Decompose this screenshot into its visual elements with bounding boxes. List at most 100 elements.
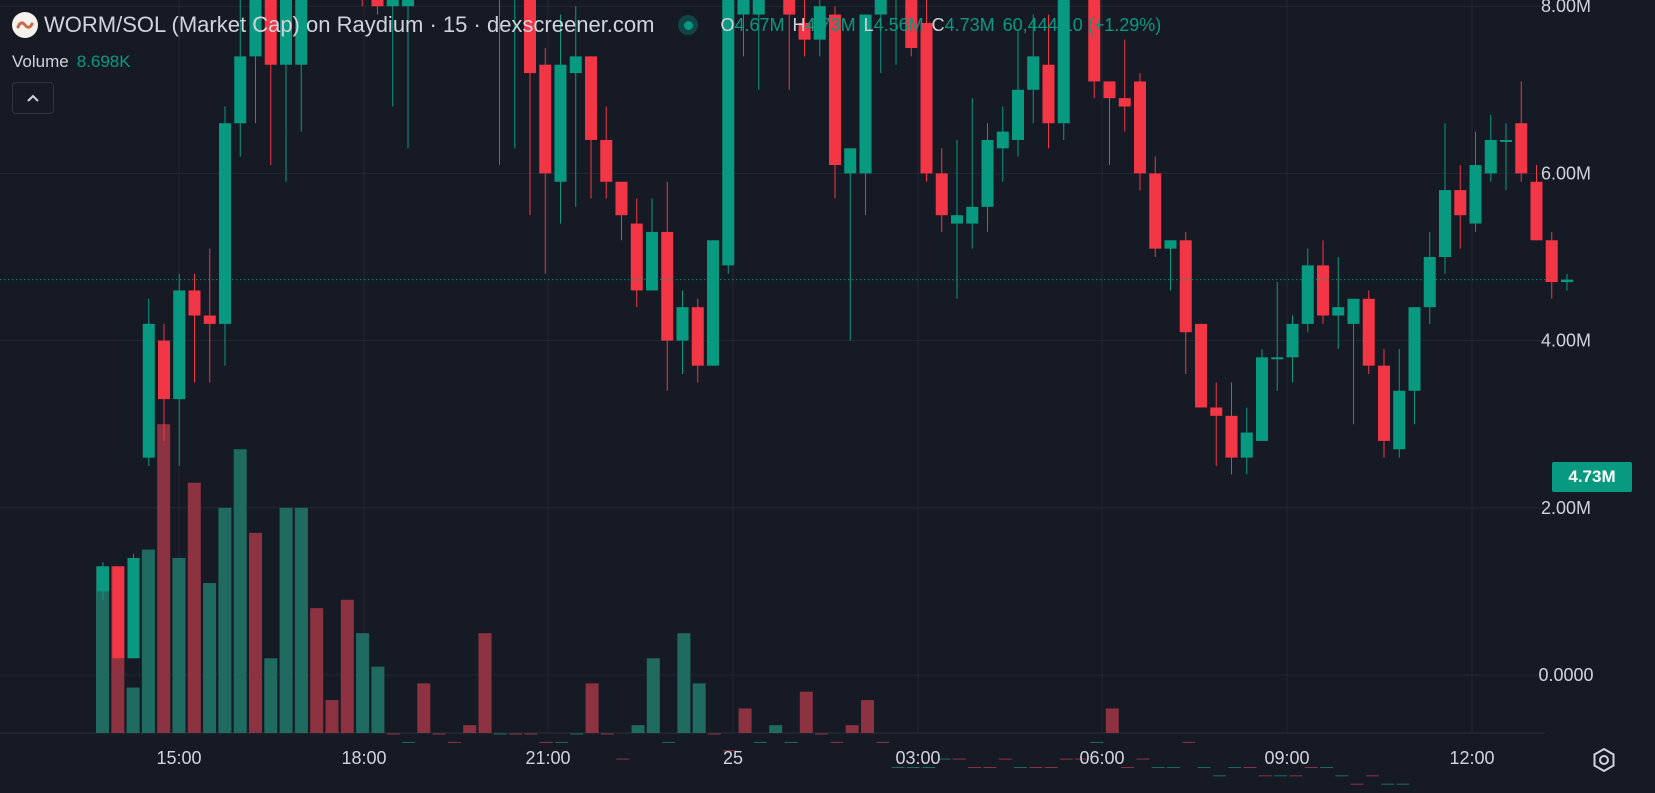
candle-body [966, 206, 979, 224]
candle-body [707, 240, 719, 366]
candle-body [630, 223, 643, 291]
candle-body [249, 0, 262, 57]
volume-bar [1121, 766, 1135, 768]
gear-icon[interactable] [1591, 747, 1617, 773]
candle-body [996, 131, 1009, 149]
y-tick-label: 6.00M [1541, 163, 1591, 183]
candle-body [127, 557, 140, 659]
candle-body [1545, 240, 1558, 283]
candle-body [1149, 173, 1162, 249]
volume-bar [249, 532, 262, 733]
volume-bar [203, 583, 217, 733]
candle-body [295, 0, 308, 65]
volume-bar [1075, 758, 1089, 760]
candle-body [539, 64, 552, 174]
collapse-legend-button[interactable] [12, 82, 54, 114]
candle-body [1118, 98, 1131, 107]
x-tick-label: 12:00 [1449, 748, 1494, 768]
volume-bar [662, 741, 676, 743]
volume-bar [815, 733, 829, 735]
candle-body [203, 315, 216, 324]
volume-bar [279, 507, 293, 733]
volume-bar [233, 449, 247, 733]
volume-bar [340, 599, 354, 733]
candle-body [1484, 139, 1497, 174]
volume-bar [738, 708, 752, 733]
volume-bar [555, 741, 568, 743]
candle-body [829, 14, 841, 166]
high-key: H [792, 14, 806, 35]
volume-bar [1258, 775, 1272, 777]
candle-body [1301, 265, 1314, 324]
candle-body [1164, 240, 1177, 249]
volume-bar [1059, 758, 1073, 760]
candle-body [1179, 240, 1192, 333]
volume-bar [1212, 775, 1226, 777]
volume-bar [861, 700, 874, 733]
candle-body [874, 0, 887, 15]
low-key: L [863, 14, 874, 35]
volume-bar [463, 725, 477, 733]
candle-body [1057, 0, 1070, 124]
candle-body [1439, 190, 1451, 257]
volume-bar [310, 608, 324, 733]
volume-bar [1350, 783, 1364, 785]
candle-body [1393, 390, 1406, 450]
volume-bar [126, 687, 140, 733]
volume-bar [1304, 766, 1318, 768]
volume-bar [539, 741, 553, 743]
candle-body [1256, 357, 1268, 441]
close-key: C [931, 14, 945, 35]
candle-body [569, 56, 582, 74]
worm-logo-icon [12, 12, 38, 38]
candle-body [1240, 432, 1253, 458]
volume-bar [524, 733, 538, 735]
volume-bar [799, 691, 813, 733]
volume-bar [646, 658, 660, 733]
volume-bar [1396, 783, 1410, 785]
close-value: 4.73M [944, 14, 995, 35]
volume-bar [952, 758, 966, 760]
volume-bar [1105, 708, 1119, 733]
candle-body [935, 173, 948, 216]
live-status-icon [678, 15, 699, 35]
candle-body [97, 566, 109, 592]
candle-body [813, 6, 826, 40]
volume-bar [876, 741, 890, 743]
volume-bar [983, 766, 997, 768]
volume-bar [1090, 741, 1104, 743]
candle-body [1271, 357, 1284, 360]
candle-body [737, 0, 750, 15]
open-key: O [720, 14, 735, 35]
volume-bar [891, 766, 905, 768]
candlestick-series [97, 0, 1573, 659]
candle-body [585, 56, 597, 140]
candle-body [112, 566, 125, 659]
volume-bar [600, 733, 614, 735]
candle-body [1317, 265, 1329, 316]
volume-bar [1029, 766, 1043, 768]
candle-body [1378, 365, 1390, 441]
ohlc-values: O4.67M H4.73M L4.56M C4.73M 60,444.10 (+… [720, 15, 1161, 36]
volume-bar [1320, 766, 1333, 768]
candle-body [1088, 0, 1101, 82]
x-tick-label: 09:00 [1264, 748, 1309, 768]
candle-body [1286, 323, 1299, 358]
chart-legend: WORM/SOL (Market Cap) on Raydium · 15 · … [12, 12, 1161, 38]
volume-bar [1136, 758, 1150, 760]
candle-body [188, 290, 201, 316]
volume-bar [172, 557, 186, 733]
volume-bar [1014, 766, 1027, 768]
candle-body [524, 0, 536, 74]
volume-bar [784, 741, 798, 743]
candle-body [722, 0, 735, 266]
change-value: 60,444.10 (+1.29%) [1002, 14, 1162, 35]
volume-bar [585, 683, 599, 733]
volume-bar [157, 424, 171, 733]
volume-bar [187, 482, 201, 733]
candle-body [1042, 64, 1055, 124]
x-tick-label: 06:00 [1079, 748, 1124, 768]
volume-bar [1335, 775, 1349, 777]
candle-body [386, 0, 399, 7]
